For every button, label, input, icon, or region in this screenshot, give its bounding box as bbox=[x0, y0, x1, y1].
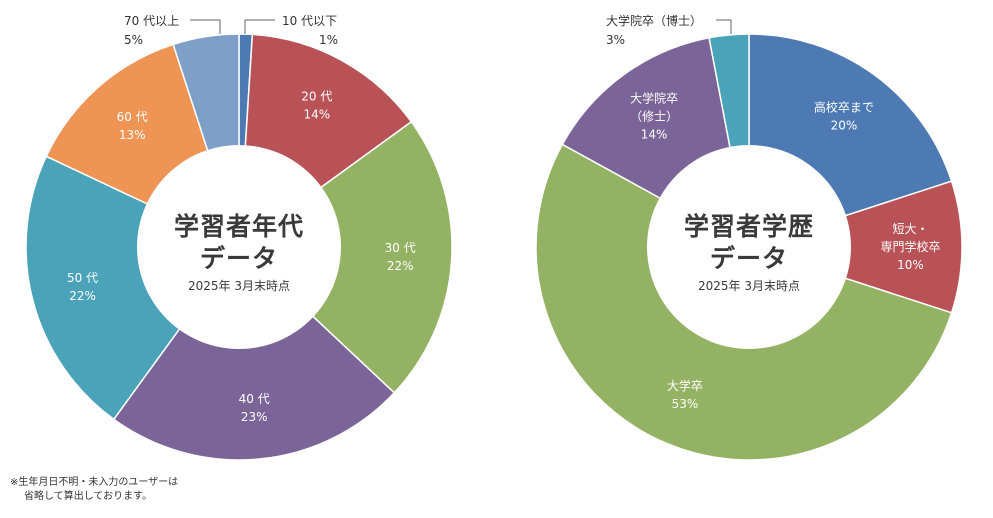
donut-hole bbox=[647, 145, 851, 349]
center-title-line-1: 学習者年代 bbox=[174, 212, 304, 241]
slice-name-大学卒: 大学卒 bbox=[667, 378, 703, 393]
slice-name-短大-専門学校卒: 短大・ bbox=[892, 222, 928, 236]
leader-line-70-代以上 bbox=[190, 19, 221, 34]
footnote-line-2: 省略して算出しております。 bbox=[24, 491, 153, 502]
slice-pct-大学卒: 53% bbox=[672, 397, 699, 411]
slice-name-10-代以下: 10 代以下 bbox=[282, 14, 337, 28]
slice-pct-10-代以下: 1% bbox=[319, 33, 338, 47]
center-title-line-2: データ bbox=[200, 244, 278, 273]
slice-name-60-代: 60 代 bbox=[117, 110, 148, 124]
center-title-line-2: データ bbox=[710, 244, 788, 273]
slice-name-40-代: 40 代 bbox=[239, 392, 270, 406]
center-title-line-1: 学習者学歴 bbox=[684, 212, 814, 241]
slice-name-70-代以上: 70 代以上 bbox=[124, 14, 179, 28]
slice-pct-40-代: 23% bbox=[241, 410, 268, 424]
slice-name-大学院卒-修士: 大学院卒 bbox=[630, 90, 678, 105]
center-subtitle: 2025年 3月末時点 bbox=[698, 279, 800, 293]
donut-hole bbox=[137, 145, 341, 349]
slice-pct-高校卒まで: 20% bbox=[831, 118, 858, 132]
slice-pct-短大-専門学校卒: 10% bbox=[897, 258, 924, 272]
footnote-line-1: ※生年月日不明・未入力のユーザーは bbox=[10, 477, 179, 488]
slice-pct-30-代: 22% bbox=[387, 259, 414, 273]
slice-name-短大-専門学校卒: 専門学校卒 bbox=[880, 239, 940, 254]
slice-40-代[interactable] bbox=[112, 245, 396, 461]
slice-name-大学院卒-修士: （修士） bbox=[630, 108, 678, 123]
donut-chart-1: 10 代以下 1% 20 代 14% 30 代 22% 40 代 23% 50 代 22% 60 代… bbox=[25, 14, 453, 461]
center-subtitle: 2025年 3月末時点 bbox=[188, 279, 290, 293]
leader-line-大学院卒-博士 bbox=[716, 19, 732, 34]
slice-name-30-代: 30 代 bbox=[385, 241, 416, 255]
donut-chart-2: 高校卒まで 20% 短大・専門学校卒 10% 大学卒 53% 大学院卒 （修士） 14% 大学院卒… bbox=[535, 13, 963, 461]
slice-短大-専門学校卒[interactable] bbox=[746, 180, 963, 314]
leader-line-10-代以下 bbox=[244, 19, 275, 34]
slice-pct-大学院卒-博士: 3% bbox=[606, 33, 625, 47]
slice-name-高校卒まで: 高校卒まで bbox=[814, 99, 874, 114]
slice-name-50-代: 50 代 bbox=[67, 271, 98, 285]
slice-pct-70-代以上: 5% bbox=[124, 33, 143, 47]
footnote: ※生年月日不明・未入力のユーザーは 省略して算出しております。 bbox=[10, 476, 240, 504]
slice-pct-60-代: 13% bbox=[119, 128, 146, 142]
slice-pct-大学院卒-修士: 14% bbox=[641, 127, 668, 141]
slice-name-20-代: 20 代 bbox=[301, 90, 332, 104]
slice-name-大学院卒-博士: 大学院卒（博士） bbox=[606, 13, 702, 28]
slice-pct-20-代: 14% bbox=[303, 108, 330, 122]
slice-pct-50-代: 22% bbox=[69, 289, 96, 303]
slice-30-代[interactable] bbox=[237, 120, 453, 394]
